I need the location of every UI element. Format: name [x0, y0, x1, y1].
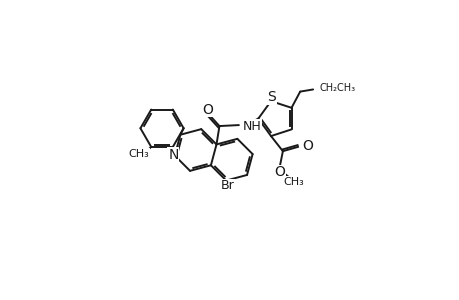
Text: CH₂CH₃: CH₂CH₃	[319, 83, 354, 94]
Text: N: N	[168, 148, 178, 162]
Text: NH: NH	[242, 120, 261, 133]
Text: Br: Br	[220, 179, 234, 192]
Text: O: O	[202, 103, 213, 117]
Text: CH₃: CH₃	[129, 149, 149, 159]
Text: O: O	[274, 165, 285, 179]
Text: O: O	[302, 140, 313, 153]
Text: S: S	[267, 90, 275, 104]
Text: CH₃: CH₃	[282, 177, 303, 187]
